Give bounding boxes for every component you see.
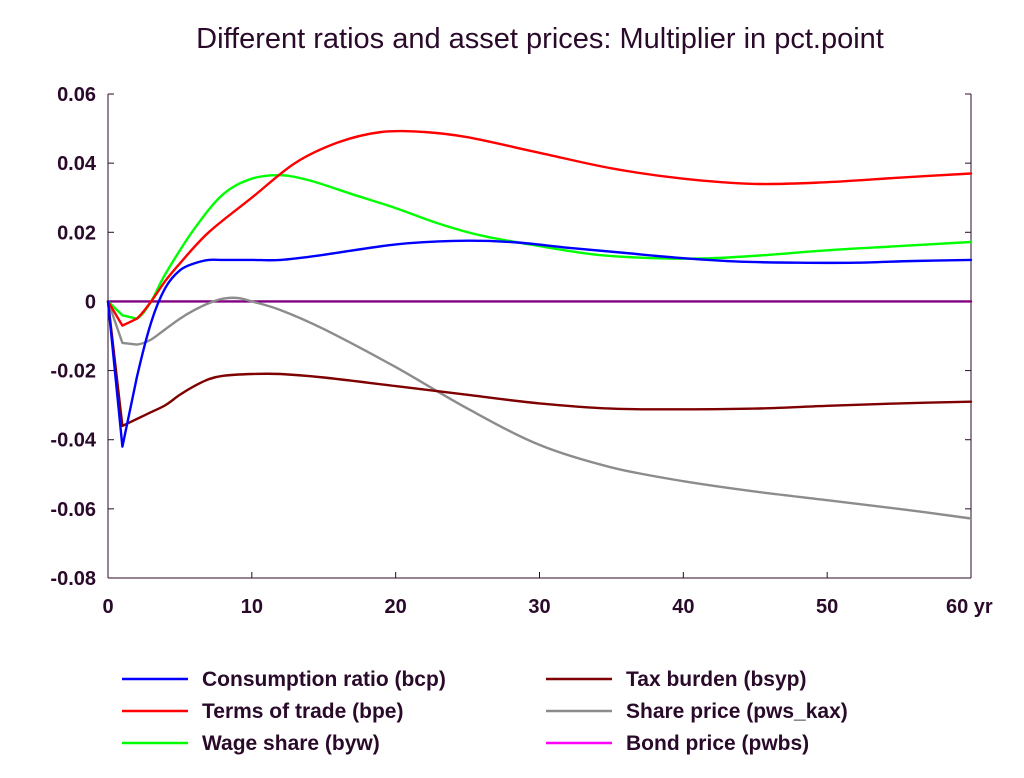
legend-label: Wage share (byw) xyxy=(202,732,380,755)
x-tick-label: 30 xyxy=(528,596,550,618)
x-tick-label: 10 xyxy=(241,596,263,618)
x-tick-label: 60 yr xyxy=(946,596,993,618)
legend-label: Tax burden (bsyp) xyxy=(626,668,806,691)
legend-label: Bond price (pwbs) xyxy=(626,732,809,755)
series-layer xyxy=(106,129,973,520)
y-tick-label: -0.08 xyxy=(50,568,96,590)
series-line-0 xyxy=(106,239,973,448)
legend-item: Bond price (pwbs) xyxy=(546,732,809,755)
series-line-3 xyxy=(106,300,973,428)
legend-item: Share price (pws_kax) xyxy=(546,700,848,723)
series-line-4 xyxy=(106,296,973,520)
y-axis: -0.08 -0.06 -0.04 -0.02 0 0.02 0.04 0.06 xyxy=(50,84,971,590)
x-tick-label: 50 xyxy=(816,596,838,618)
legend-label: Terms of trade (bpe) xyxy=(202,700,403,723)
y-tick-label: -0.06 xyxy=(50,499,96,521)
y-tick-label: -0.04 xyxy=(50,430,96,452)
plot-area xyxy=(107,94,972,579)
legend-label: Share price (pws_kax) xyxy=(626,700,848,723)
legend-item: Consumption ratio (bcp) xyxy=(122,668,446,691)
y-tick-label: 0.04 xyxy=(57,153,97,175)
y-tick-label: 0 xyxy=(85,291,96,313)
x-tick-label: 20 xyxy=(385,596,407,618)
legend-item: Terms of trade (bpe) xyxy=(122,700,403,723)
x-tick-label: 40 xyxy=(672,596,694,618)
legend: Consumption ratio (bcp) Terms of trade (b… xyxy=(122,668,848,755)
x-axis: 0 10 20 30 40 50 60 yr xyxy=(102,572,993,618)
legend-label: Consumption ratio (bcp) xyxy=(202,668,446,691)
legend-item: Wage share (byw) xyxy=(122,732,380,755)
series-line-2 xyxy=(106,173,973,320)
chart-title: Different ratios and asset prices: Multi… xyxy=(196,23,884,55)
series-line-1 xyxy=(106,129,973,327)
y-tick-label: -0.02 xyxy=(50,361,96,383)
y-tick-label: 0.02 xyxy=(57,222,96,244)
legend-item: Tax burden (bsyp) xyxy=(546,668,806,691)
y-tick-label: 0.06 xyxy=(57,84,96,106)
x-tick-label: 0 xyxy=(102,596,113,618)
